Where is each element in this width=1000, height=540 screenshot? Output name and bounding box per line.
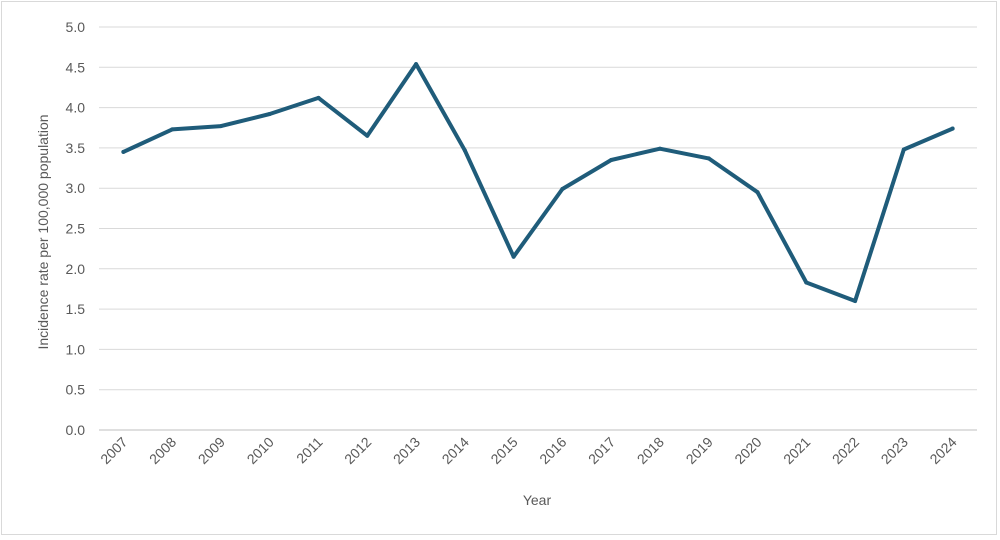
data-point	[804, 280, 809, 285]
x-tick-label: 2007	[97, 434, 130, 467]
y-tick-label: 4.5	[66, 59, 86, 75]
x-tick-label: 2021	[780, 434, 813, 467]
x-axis-title: Year	[523, 492, 552, 508]
x-tick-label: 2024	[926, 434, 959, 467]
y-tick-label: 0.0	[66, 422, 86, 438]
data-point	[365, 133, 370, 138]
y-axis-title: Incidence rate per 100,000 population	[35, 114, 51, 349]
data-point	[462, 148, 467, 153]
y-tick-label: 3.0	[66, 180, 86, 196]
x-tick-label: 2008	[146, 434, 179, 467]
x-tick-label: 2017	[585, 434, 618, 467]
data-point	[218, 124, 223, 129]
y-tick-label: 4.0	[66, 100, 86, 116]
x-tick-labels: 2007 2008 2009 2010 2011 2012 2013 2014 2015 2016…	[97, 434, 960, 467]
data-point	[560, 187, 565, 192]
data-point	[657, 146, 662, 151]
x-tick-label: 2013	[390, 434, 423, 467]
data-point	[316, 95, 321, 100]
y-tick-label: 3.5	[66, 140, 86, 156]
series-lines	[121, 62, 955, 304]
y-tick-label: 5.0	[66, 19, 86, 35]
x-tick-label: 2012	[341, 434, 374, 467]
data-point	[170, 127, 175, 132]
data-point	[706, 156, 711, 161]
x-tick-label: 2018	[634, 434, 667, 467]
x-tick-label: 2022	[829, 434, 862, 467]
data-point	[414, 62, 419, 67]
series-line	[121, 62, 955, 303]
y-tick-label: 0.5	[66, 382, 86, 398]
x-tick-label: 2014	[439, 434, 472, 467]
x-tick-label: 2010	[243, 434, 276, 467]
x-tick-label: 2009	[195, 434, 228, 467]
y-tick-label: 2.0	[66, 261, 86, 277]
data-point	[511, 254, 516, 259]
y-tick-label: 2.5	[66, 221, 86, 237]
x-tick-label: 2020	[731, 434, 764, 467]
data-point	[950, 126, 955, 131]
data-point	[121, 149, 126, 154]
data-point	[267, 112, 272, 117]
x-tick-label: 2019	[682, 434, 715, 467]
y-tick-label: 1.5	[66, 301, 86, 317]
gridlines	[99, 26, 977, 431]
x-tick-label: 2023	[878, 434, 911, 467]
y-tick-labels: 0.0 0.5 1.0 1.5 2.0 2.5 3.0 3.5 4.0 4.5 5.0	[66, 19, 86, 438]
x-tick-label: 2016	[536, 434, 569, 467]
data-point	[755, 190, 760, 195]
y-tick-label: 1.0	[66, 341, 86, 357]
data-point	[901, 147, 906, 152]
data-point	[853, 299, 858, 304]
x-tick-label: 2015	[487, 434, 520, 467]
x-tick-label: 2011	[293, 434, 326, 467]
data-point	[609, 157, 614, 162]
